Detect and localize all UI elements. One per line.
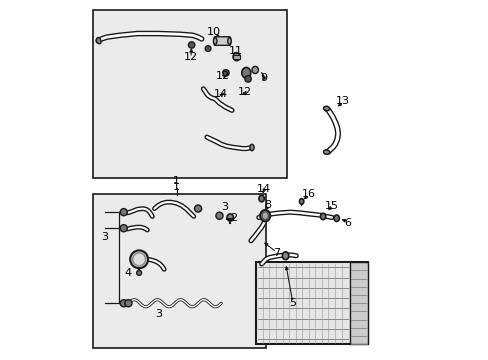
- Ellipse shape: [249, 144, 254, 151]
- Circle shape: [194, 205, 201, 212]
- Text: 12: 12: [237, 87, 251, 98]
- Text: 7: 7: [272, 248, 280, 258]
- Text: 12: 12: [216, 71, 230, 81]
- Circle shape: [136, 270, 142, 275]
- Ellipse shape: [233, 53, 240, 61]
- Circle shape: [205, 46, 210, 51]
- Text: 12: 12: [183, 52, 198, 62]
- Bar: [93, 10, 287, 178]
- Text: 6: 6: [344, 218, 351, 228]
- Ellipse shape: [260, 210, 270, 221]
- Circle shape: [244, 76, 251, 82]
- Circle shape: [216, 212, 223, 219]
- Ellipse shape: [251, 66, 258, 73]
- Ellipse shape: [320, 213, 325, 220]
- Text: 8: 8: [264, 200, 271, 210]
- Circle shape: [132, 253, 145, 266]
- Bar: [233, 55, 240, 59]
- Ellipse shape: [242, 67, 250, 78]
- Text: 9: 9: [260, 73, 267, 83]
- Text: 1: 1: [173, 176, 180, 186]
- Ellipse shape: [299, 199, 303, 204]
- Circle shape: [124, 300, 132, 307]
- Text: 1: 1: [173, 182, 180, 192]
- Circle shape: [130, 250, 148, 268]
- Ellipse shape: [323, 150, 329, 154]
- Ellipse shape: [282, 252, 288, 260]
- Text: 14: 14: [257, 184, 271, 194]
- Text: 2: 2: [230, 212, 237, 222]
- Bar: [256, 262, 367, 344]
- Ellipse shape: [333, 215, 339, 221]
- Text: 15: 15: [325, 201, 338, 211]
- Circle shape: [120, 300, 127, 307]
- Ellipse shape: [262, 212, 268, 220]
- Ellipse shape: [323, 106, 329, 111]
- Bar: [349, 262, 367, 344]
- Circle shape: [120, 208, 127, 216]
- Ellipse shape: [227, 38, 231, 44]
- FancyBboxPatch shape: [214, 37, 230, 45]
- Bar: [93, 194, 265, 348]
- Text: 16: 16: [301, 189, 315, 199]
- Text: 3: 3: [155, 309, 162, 319]
- Text: 10: 10: [207, 27, 221, 37]
- Ellipse shape: [213, 38, 217, 44]
- Text: 4: 4: [124, 268, 132, 278]
- Circle shape: [120, 225, 127, 232]
- Ellipse shape: [96, 37, 101, 44]
- Text: 11: 11: [228, 46, 242, 57]
- Text: 5: 5: [288, 298, 296, 308]
- Text: 3: 3: [102, 232, 108, 242]
- Circle shape: [188, 42, 194, 48]
- Text: 14: 14: [214, 89, 228, 99]
- Circle shape: [222, 69, 229, 76]
- Text: 3: 3: [221, 202, 228, 212]
- Text: 13: 13: [335, 96, 349, 107]
- Ellipse shape: [226, 214, 233, 221]
- Ellipse shape: [259, 195, 264, 202]
